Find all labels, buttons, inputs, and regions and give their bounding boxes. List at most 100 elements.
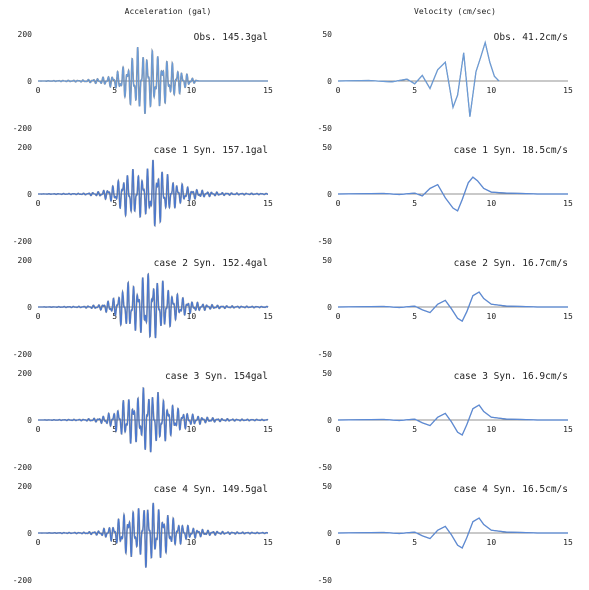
x-tick-label: 0 <box>36 538 41 547</box>
x-tick-label: 15 <box>563 312 573 321</box>
x-tick-label: 10 <box>187 312 197 321</box>
x-tick-label: 10 <box>187 425 197 434</box>
x-tick-label: 0 <box>336 199 341 208</box>
x-tick-label: 0 <box>36 86 41 95</box>
y-tick-label: 200 <box>18 369 33 378</box>
x-tick-label: 5 <box>412 86 417 95</box>
chart-panel: case 4 Syn. 149.5gal -200 0 200 0 5 10 15 <box>13 482 273 585</box>
panel-title: case 2 Syn. 152.4gal <box>154 258 268 269</box>
x-tick-label: 10 <box>187 86 197 95</box>
y-tick-label: 0 <box>327 416 332 425</box>
chart-panel: case 4 Syn. 16.5cm/s -50 0 50 0 5 10 15 <box>318 482 573 585</box>
x-tick-label: 10 <box>487 538 497 547</box>
panel-title: case 3 Syn. 16.9cm/s <box>454 371 568 382</box>
waveform-line <box>38 159 268 227</box>
y-tick-label: 200 <box>18 30 33 39</box>
y-tick-label: -200 <box>13 576 32 585</box>
y-tick-label: 0 <box>327 190 332 199</box>
x-tick-label: 15 <box>263 199 273 208</box>
x-tick-label: 10 <box>487 425 497 434</box>
waveform-line <box>337 176 568 212</box>
velocity-column-title: Velocity (cm/sec) <box>414 7 496 16</box>
panel-title: case 2 Syn. 16.7cm/s <box>454 258 568 269</box>
x-tick-label: 5 <box>112 538 117 547</box>
chart-panel: case 2 Syn. 16.7cm/s -50 0 50 0 5 10 15 <box>318 256 573 359</box>
y-tick-label: 0 <box>327 303 332 312</box>
y-tick-label: 50 <box>322 143 332 152</box>
y-tick-label: 0 <box>327 77 332 86</box>
y-tick-label: 50 <box>322 482 332 491</box>
x-tick-label: 5 <box>412 538 417 547</box>
x-tick-label: 5 <box>112 425 117 434</box>
waveform-line <box>38 47 268 114</box>
x-tick-label: 15 <box>263 312 273 321</box>
chart-panel: Obs. 41.2cm/s -50 0 50 0 5 10 15 <box>318 30 573 133</box>
y-tick-label: 200 <box>18 482 33 491</box>
x-tick-label: 15 <box>563 199 573 208</box>
waveform-line <box>38 502 268 568</box>
x-tick-label: 0 <box>336 86 341 95</box>
x-tick-label: 5 <box>112 312 117 321</box>
y-tick-label: 50 <box>322 256 332 265</box>
x-tick-label: 0 <box>336 425 341 434</box>
chart-panel: case 3 Syn. 154gal -200 0 200 0 5 10 15 <box>13 369 273 472</box>
panel-title: Obs. 145.3gal <box>194 32 268 43</box>
x-tick-label: 15 <box>563 86 573 95</box>
y-tick-label: 0 <box>27 190 32 199</box>
waveform-shadow-line <box>38 272 269 339</box>
chart-panel: case 2 Syn. 152.4gal -200 0 200 0 5 10 15 <box>13 256 273 359</box>
y-tick-label: -50 <box>318 350 333 359</box>
x-tick-label: 0 <box>336 538 341 547</box>
y-tick-label: 200 <box>18 143 33 152</box>
x-tick-label: 15 <box>263 86 273 95</box>
y-tick-label: 0 <box>27 416 32 425</box>
y-tick-label: -200 <box>13 463 32 472</box>
x-tick-label: 5 <box>112 199 117 208</box>
y-tick-label: -50 <box>318 576 333 585</box>
panel-title: Obs. 41.2cm/s <box>494 32 568 43</box>
panel-title: case 4 Syn. 149.5gal <box>154 484 268 495</box>
x-tick-label: 5 <box>412 199 417 208</box>
x-tick-label: 0 <box>36 199 41 208</box>
x-tick-label: 5 <box>112 86 117 95</box>
waveform-line <box>38 272 269 339</box>
chart-panel: case 1 Syn. 18.5cm/s -50 0 50 0 5 10 15 <box>318 143 573 246</box>
x-tick-label: 5 <box>412 312 417 321</box>
y-tick-label: -50 <box>318 124 333 133</box>
y-tick-label: 50 <box>322 30 332 39</box>
panel-title: case 1 Syn. 18.5cm/s <box>454 145 568 156</box>
waveform-line <box>337 291 568 322</box>
panel-title: case 3 Syn. 154gal <box>165 371 268 382</box>
y-tick-label: -200 <box>13 237 32 246</box>
y-tick-label: 50 <box>322 369 332 378</box>
y-tick-label: -200 <box>13 350 32 359</box>
x-tick-label: 5 <box>412 425 417 434</box>
y-tick-label: -50 <box>318 463 333 472</box>
x-tick-label: 0 <box>36 312 41 321</box>
chart-panel: case 1 Syn. 157.1gal -200 0 200 0 5 10 15 <box>13 143 273 246</box>
y-tick-label: 0 <box>27 77 32 86</box>
x-tick-label: 15 <box>563 538 573 547</box>
y-tick-label: -200 <box>13 124 32 133</box>
waveform-line <box>38 387 269 453</box>
x-tick-label: 10 <box>487 312 497 321</box>
y-tick-label: 0 <box>27 303 32 312</box>
waveform-line <box>337 404 568 436</box>
y-tick-label: 0 <box>327 529 332 538</box>
chart-panel: Obs. 145.3gal -200 0 200 0 5 10 15 <box>13 30 273 133</box>
x-tick-label: 10 <box>487 199 497 208</box>
panel-title: case 1 Syn. 157.1gal <box>154 145 268 156</box>
y-tick-label: -50 <box>318 237 333 246</box>
x-tick-label: 15 <box>263 538 273 547</box>
x-tick-label: 10 <box>187 199 197 208</box>
y-tick-label: 200 <box>18 256 33 265</box>
x-tick-label: 10 <box>187 538 197 547</box>
y-tick-label: 0 <box>27 529 32 538</box>
x-tick-label: 10 <box>487 86 497 95</box>
x-tick-label: 15 <box>563 425 573 434</box>
x-tick-label: 15 <box>263 425 273 434</box>
acceleration-column-title: Acceleration (gal) <box>125 7 212 16</box>
chart-panel: case 3 Syn. 16.9cm/s -50 0 50 0 5 10 15 <box>318 369 573 472</box>
